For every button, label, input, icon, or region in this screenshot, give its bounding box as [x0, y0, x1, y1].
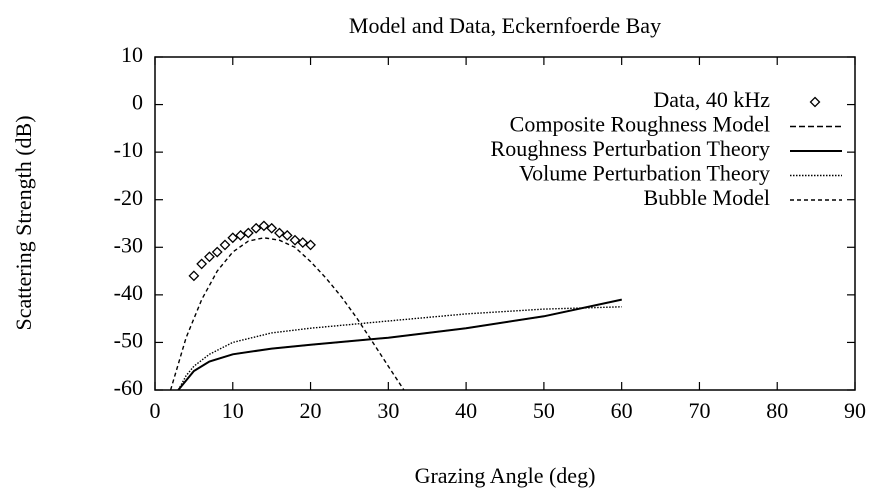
data-point — [196, 258, 208, 270]
y-tick-label: 10 — [121, 42, 143, 67]
plot-area — [169, 220, 622, 390]
x-tick-label: 30 — [377, 398, 399, 423]
data-point — [204, 251, 215, 263]
data-point — [305, 239, 316, 251]
data-point — [258, 220, 270, 232]
series-line — [177, 306, 622, 390]
y-tick-label: -40 — [114, 280, 143, 305]
x-tick-label: 70 — [688, 398, 710, 423]
data-point — [289, 234, 301, 246]
data-point — [227, 232, 239, 244]
chart-title: Model and Data, Eckernfoerde Bay — [349, 13, 661, 38]
y-tick-label: -20 — [114, 185, 143, 210]
legend-label: Composite Roughness Model — [510, 112, 770, 137]
data-point — [281, 229, 293, 241]
y-tick-label: -10 — [114, 137, 143, 162]
data-point — [274, 227, 285, 239]
data-point — [297, 237, 309, 248]
series-line — [169, 237, 405, 390]
series-line — [177, 298, 622, 390]
x-tick-label: 20 — [300, 398, 322, 423]
data-point — [266, 222, 278, 234]
legend-label: Data, 40 kHz — [653, 87, 770, 112]
data-point — [211, 246, 223, 258]
y-axis-label: Scattering Strength (dB) — [11, 115, 36, 330]
data-point — [188, 270, 200, 282]
y-tick-label: -50 — [114, 327, 143, 352]
legend-label: Roughness Perturbation Theory — [491, 136, 770, 161]
data-point — [219, 239, 231, 251]
legend-marker — [809, 96, 821, 108]
x-tick-label: 40 — [455, 398, 477, 423]
x-tick-label: 90 — [844, 398, 866, 423]
x-tick-label: 10 — [222, 398, 244, 423]
x-tick-label: 60 — [611, 398, 633, 423]
x-tick-label: 0 — [150, 398, 161, 423]
legend-label: Volume Perturbation Theory — [519, 161, 770, 186]
y-tick-label: 0 — [132, 90, 143, 115]
y-tick-label: -30 — [114, 232, 143, 257]
x-tick-label: 50 — [533, 398, 555, 423]
x-tick-label: 80 — [766, 398, 788, 423]
legend-label: Bubble Model — [644, 185, 771, 210]
x-axis-label: Grazing Angle (deg) — [415, 463, 596, 488]
data-point — [242, 227, 254, 239]
data-point — [235, 229, 246, 241]
data-point — [250, 222, 262, 234]
y-tick-label: -60 — [114, 375, 143, 400]
plot-frame — [154, 56, 856, 391]
